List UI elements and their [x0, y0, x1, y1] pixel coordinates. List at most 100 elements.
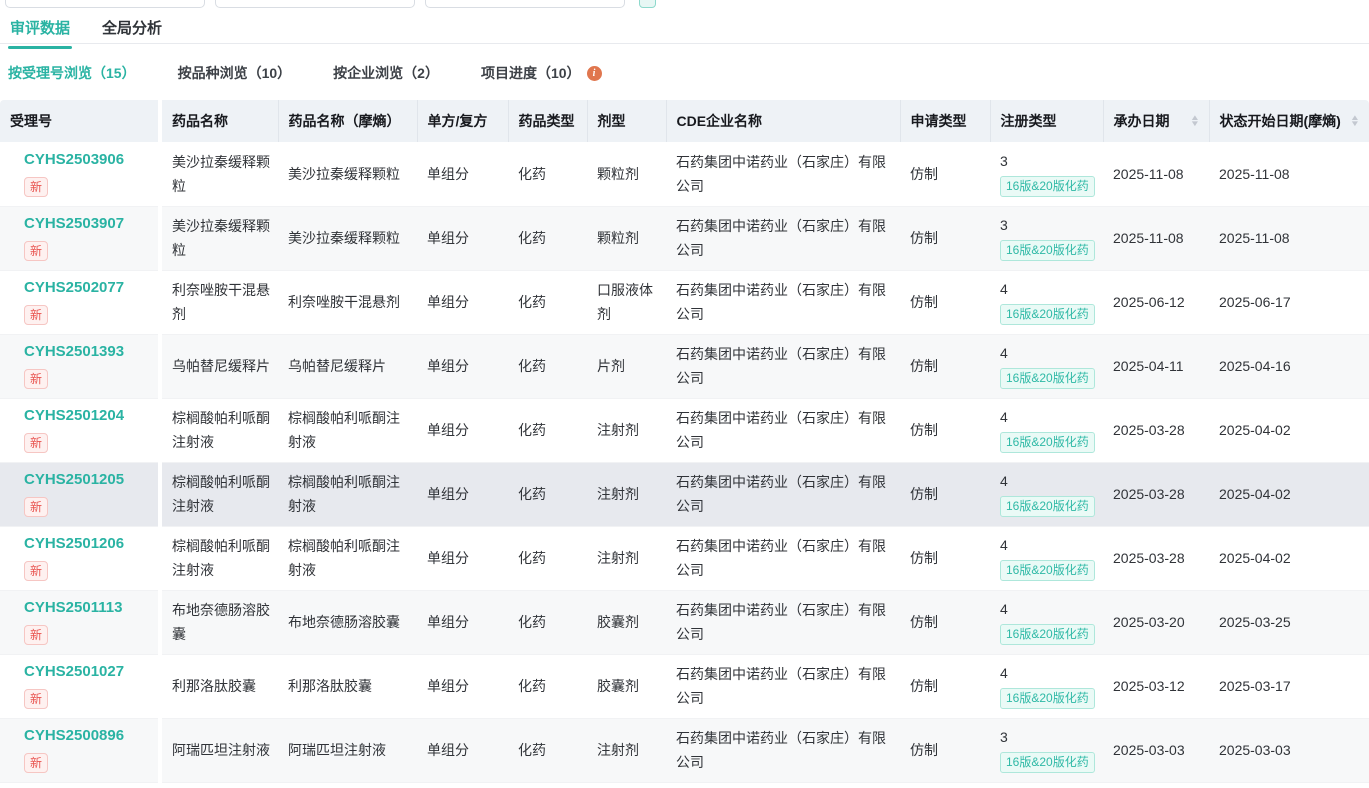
cell-drug-type: 化药	[508, 718, 587, 783]
info-icon[interactable]: i	[586, 65, 602, 81]
cell-status-start-date: 2025-03-25	[1209, 590, 1369, 655]
cell-registration-type: 4 16版&20版化药	[990, 398, 1103, 463]
cell-drug-name: 利奈唑胺干混悬剂	[160, 270, 278, 335]
table-row[interactable]: CYHS2501113 新布地奈德肠溶胶囊 布地奈德肠溶胶囊 单组分 化药 胶囊剂 石药集团…	[0, 590, 1369, 655]
new-badge: 新	[24, 753, 49, 773]
cell-drug-name: 棕榈酸帕利哌酮注射液	[160, 398, 278, 463]
cell-company: 石药集团中诺药业（石家庄）有限公司	[666, 142, 900, 207]
cell-drug-name-moxi: 棕榈酸帕利哌酮注射液	[278, 462, 417, 527]
cell-status-start-date: 2025-03-17	[1209, 654, 1369, 719]
table-row[interactable]: CYHS2501393 新乌帕替尼缓释片 乌帕替尼缓释片 单组分 化药 片剂 石药集团中诺药…	[0, 334, 1369, 399]
cell-company: 石药集团中诺药业（石家庄）有限公司	[666, 782, 900, 788]
cell-apply-type: 仿制	[900, 718, 990, 783]
cell-dosage-form: 胶囊剂	[587, 590, 666, 655]
sort-icon-status_date[interactable]: ▲ ▼	[1349, 113, 1361, 128]
table-row[interactable]: CYHS2501027 新利那洛肽胶囊 利那洛肽胶囊 单组分 化药 胶囊剂 石药集团中诺药业…	[0, 654, 1369, 719]
cell-company: 石药集团中诺药业（石家庄）有限公司	[666, 590, 900, 655]
cell-drug-name-moxi: 美沙拉秦缓释颗粒	[278, 206, 417, 271]
column-label-reg: 注册类型	[1000, 113, 1057, 129]
column-label-name_mx: 药品名称（摩熵）	[288, 113, 401, 129]
subtab-by-company[interactable]: 按企业浏览（2）	[333, 65, 439, 81]
registration-edition-tag: 16版&20版化药	[1000, 624, 1095, 645]
cell-drug-name: 兰索拉唑肠溶胶囊	[160, 782, 278, 788]
acceptance-no-link[interactable]: CYHS2502077	[24, 279, 125, 296]
cell-drug-name-moxi	[278, 782, 417, 788]
table-row[interactable]: CYHS2501204 新棕榈酸帕利哌酮注射液 棕榈酸帕利哌酮注射液 单组分 化药 注射剂…	[0, 398, 1369, 463]
table-row[interactable]: CYHS2503907 新美沙拉秦缓释颗粒 美沙拉秦缓释颗粒 单组分 化药 颗粒剂 石药集团…	[0, 206, 1369, 271]
cell-acceptance-no: CYHS2502077 新	[0, 270, 162, 335]
acceptance-no-link[interactable]: CYHS2501027	[24, 663, 125, 680]
cell-acceptance-no: CYHS2500896 新	[0, 718, 162, 783]
acceptance-no-link[interactable]: CYHS2503906	[24, 150, 125, 168]
cell-drug-type	[508, 782, 587, 788]
cell-composition: 单组分	[417, 142, 508, 207]
column-header-accept_date[interactable]: 承办日期 ▲ ▼	[1103, 100, 1210, 142]
tab-review-data[interactable]: 审评数据	[8, 11, 73, 49]
table-row[interactable]: CYHS2500896 新阿瑞匹坦注射液 阿瑞匹坦注射液 单组分 化药 注射剂 石药集团中诺…	[0, 718, 1369, 783]
acceptance-no-link[interactable]: CYHS2501205	[24, 471, 125, 488]
cell-acceptance-no: CYHS2404172	[0, 782, 162, 788]
registration-number: 4	[1000, 409, 1008, 425]
cell-company: 石药集团中诺药业（石家庄）有限公司	[666, 718, 900, 783]
column-header-status_date[interactable]: 状态开始日期(摩熵) ▲ ▼	[1209, 100, 1369, 142]
cell-company: 石药集团中诺药业（石家庄）有限公司	[666, 654, 900, 719]
subtab-by-acceptance-no[interactable]: 按受理号浏览（15）	[8, 65, 136, 81]
column-header-id: 受理号	[0, 100, 162, 142]
table-row[interactable]: CYHS2502077 新利奈唑胺干混悬剂 利奈唑胺干混悬剂 单组分 化药 口服液体剂 石药…	[0, 270, 1369, 335]
registration-number: 3	[1000, 152, 1008, 169]
acceptance-no-link[interactable]: CYHS2503907	[24, 215, 125, 232]
cell-registration-type: 3 16版&20版化药	[990, 206, 1103, 271]
table-row[interactable]: CYHS2501205 新棕榈酸帕利哌酮注射液 棕榈酸帕利哌酮注射液 单组分 化药 注射剂…	[0, 462, 1369, 527]
acceptance-no-link[interactable]: CYHS2500896	[24, 727, 125, 744]
cell-dosage-form: 片剂	[587, 334, 666, 399]
filter-input-3[interactable]	[425, 0, 625, 8]
table-row[interactable]: CYHS2404172兰索拉唑肠溶胶囊 石药集团中诺药业（石家庄）有限公司 4	[0, 782, 1369, 788]
column-label-id: 受理号	[10, 113, 52, 129]
cell-composition: 单组分	[417, 654, 508, 719]
registration-number: 4	[1000, 281, 1008, 297]
cell-status-start-date: 2025-11-08	[1209, 206, 1369, 271]
cell-registration-type: 4 16版&20版化药	[990, 270, 1103, 335]
new-badge: 新	[24, 305, 49, 325]
tabs-bar: 审评数据 全局分析	[0, 10, 1369, 49]
cell-composition: 单组分	[417, 526, 508, 591]
column-header-name_mx: 药品名称（摩熵）	[278, 100, 418, 142]
acceptance-no-link[interactable]: CYHS2501204	[24, 407, 125, 424]
filter-input-1[interactable]	[5, 0, 205, 8]
subtab-by-variety[interactable]: 按品种浏览（10）	[177, 65, 292, 81]
filter-bar	[0, 0, 1369, 10]
registration-number: 3	[1000, 217, 1008, 233]
acceptance-no-link[interactable]: CYHS2501393	[24, 343, 125, 360]
cell-dosage-form: 注射剂	[587, 526, 666, 591]
table-header-row: 受理号 药品名称 药品名称（摩熵） 单方/复方 药品类型 剂型 CDE企业名称 申请类型 注册类…	[0, 100, 1369, 142]
cell-accept-date: 2025-03-12	[1103, 654, 1209, 719]
table-row[interactable]: CYHS2501206 新棕榈酸帕利哌酮注射液 棕榈酸帕利哌酮注射液 单组分 化药 注射剂…	[0, 526, 1369, 591]
registration-edition-tag: 16版&20版化药	[1000, 560, 1095, 581]
new-badge: 新	[24, 561, 49, 581]
cell-dosage-form: 颗粒剂	[587, 142, 666, 207]
cell-status-start-date: 2025-04-02	[1209, 398, 1369, 463]
filter-input-2[interactable]	[215, 0, 415, 8]
registration-edition-tag: 16版&20版化药	[1000, 304, 1095, 325]
subtab-project-progress[interactable]: 项目进度（10） i	[481, 63, 602, 83]
review-data-table: 受理号 药品名称 药品名称（摩熵） 单方/复方 药品类型 剂型 CDE企业名称 申请类型 注册类…	[0, 100, 1369, 788]
cell-drug-type: 化药	[508, 398, 587, 463]
cell-composition	[417, 782, 508, 788]
cell-apply-type: 仿制	[900, 142, 990, 207]
registration-edition-tag: 16版&20版化药	[1000, 240, 1095, 261]
cell-apply-type: 仿制	[900, 398, 990, 463]
sort-icon-accept_date[interactable]: ▲ ▼	[1189, 113, 1200, 128]
cell-composition: 单组分	[417, 590, 508, 655]
cell-drug-name-moxi: 美沙拉秦缓释颗粒	[278, 142, 417, 207]
new-badge: 新	[24, 497, 49, 517]
cell-drug-type: 化药	[508, 590, 587, 655]
registration-number: 4	[1000, 537, 1008, 553]
search-button[interactable]	[639, 0, 656, 8]
cell-accept-date: 2025-03-28	[1103, 526, 1209, 591]
tab-global-analysis[interactable]: 全局分析	[102, 20, 163, 37]
cell-status-start-date: 2025-04-16	[1209, 334, 1369, 399]
cell-drug-name-moxi: 棕榈酸帕利哌酮注射液	[278, 398, 417, 463]
table-row[interactable]: CYHS2503906 新美沙拉秦缓释颗粒 美沙拉秦缓释颗粒 单组分 化药 颗粒剂 石药集团…	[0, 142, 1369, 207]
acceptance-no-link[interactable]: CYHS2501206	[24, 535, 125, 552]
acceptance-no-link[interactable]: CYHS2501113	[24, 599, 123, 616]
